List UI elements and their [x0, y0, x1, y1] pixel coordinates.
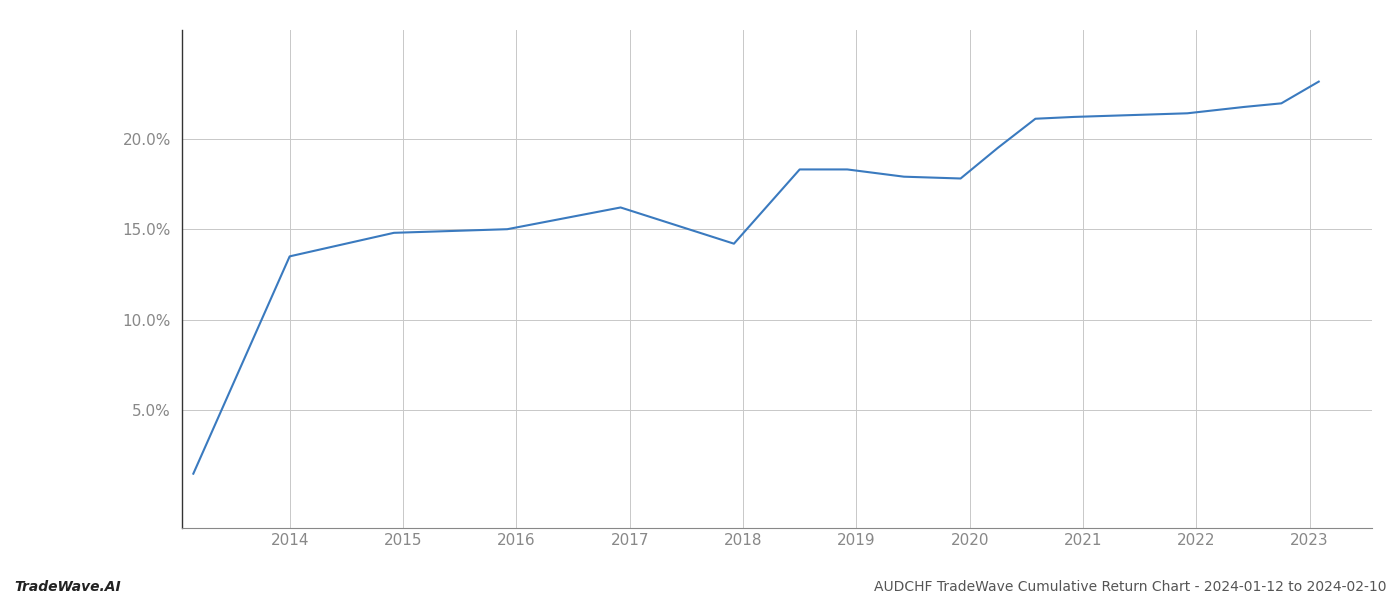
- Text: TradeWave.AI: TradeWave.AI: [14, 580, 120, 594]
- Text: AUDCHF TradeWave Cumulative Return Chart - 2024-01-12 to 2024-02-10: AUDCHF TradeWave Cumulative Return Chart…: [874, 580, 1386, 594]
